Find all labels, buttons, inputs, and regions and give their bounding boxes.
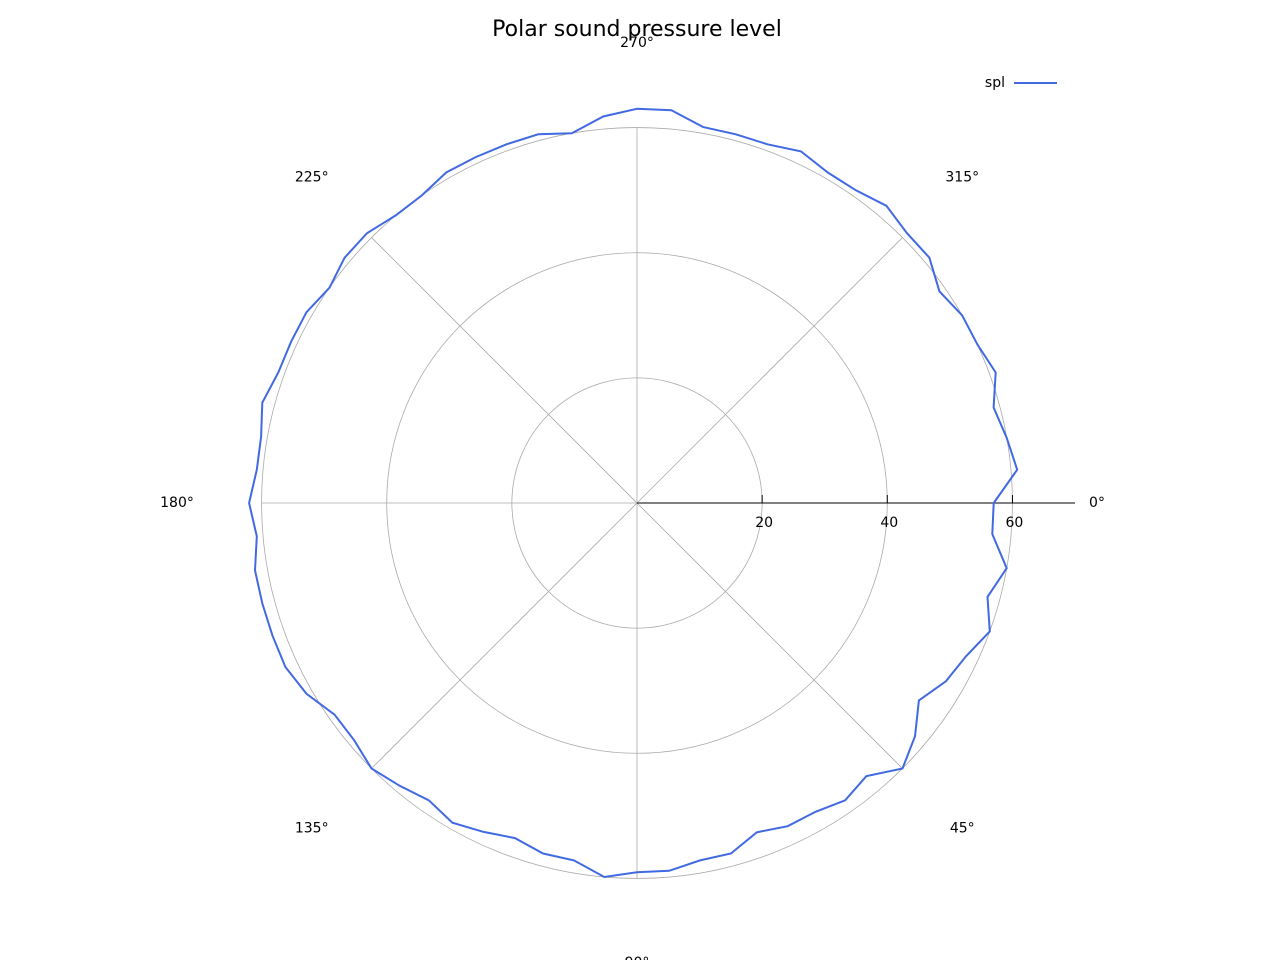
grid-spoke	[371, 502, 638, 769]
chart-title: Polar sound pressure level	[492, 17, 782, 42]
series-line	[248, 107, 1019, 879]
theta-tick-label: 45°	[950, 820, 975, 836]
r-tick-label: 20	[755, 515, 773, 531]
theta-tick-label: 180°	[160, 495, 194, 511]
grid-spoke	[636, 237, 903, 504]
theta-tick-label: 315°	[945, 170, 979, 186]
theta-tick-label: 90°	[625, 955, 650, 960]
grid-spoke	[371, 237, 638, 504]
theta-tick-label: 225°	[295, 170, 329, 186]
theta-tick-label: 270°	[620, 35, 654, 51]
grid-spoke	[636, 502, 903, 769]
theta-tick-label: 135°	[295, 820, 329, 836]
theta-tick-label: 0°	[1089, 495, 1105, 511]
r-tick-label: 60	[1006, 515, 1024, 531]
legend-label: spl	[985, 75, 1005, 91]
r-tick-label: 40	[880, 515, 898, 531]
